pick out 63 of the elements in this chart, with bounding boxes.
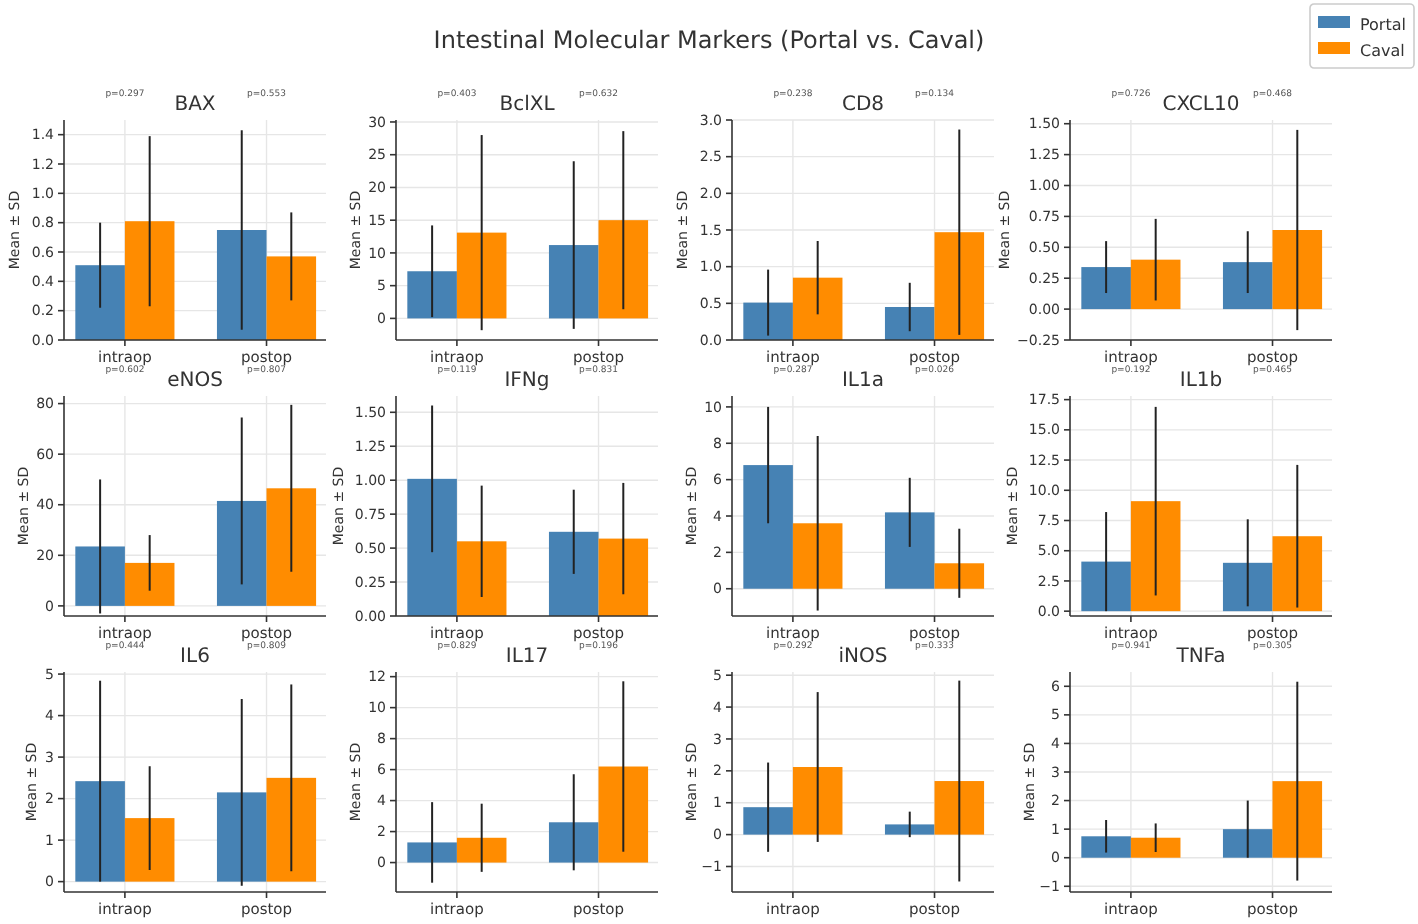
bar	[884, 307, 935, 340]
bar	[266, 256, 317, 340]
bar	[884, 824, 935, 835]
chart-title: IFNg	[504, 370, 550, 392]
bar	[792, 767, 843, 835]
bar	[548, 245, 599, 319]
bar	[75, 546, 125, 606]
bar	[266, 777, 317, 882]
chart-title: IL1b	[1179, 370, 1223, 392]
bar	[934, 781, 985, 835]
bar	[124, 562, 175, 606]
bar	[792, 277, 843, 340]
legend-label: Caval	[1360, 42, 1405, 60]
bar	[743, 807, 793, 835]
chart-title: eNOS	[167, 370, 223, 392]
chart-title: TNFa	[1174, 646, 1226, 668]
bar	[456, 541, 507, 616]
bar	[548, 822, 599, 863]
bar	[456, 837, 507, 863]
bar	[1081, 267, 1131, 310]
chart-title: CD8	[841, 94, 885, 116]
chart-title: IL6	[180, 646, 210, 668]
bar	[1222, 262, 1273, 310]
bar	[124, 221, 175, 340]
bar	[266, 488, 317, 606]
bar	[1130, 501, 1181, 612]
chart-title: CXCL10	[1162, 94, 1240, 116]
bar	[598, 766, 649, 863]
chart-title: IL1a	[841, 370, 885, 392]
legend-label: Portal	[1360, 16, 1406, 34]
bar	[216, 230, 267, 340]
chart-title: BAX	[174, 94, 216, 116]
bar	[792, 523, 843, 589]
chart-title: iNOS	[838, 646, 888, 668]
bar	[216, 500, 267, 606]
bar	[743, 302, 793, 340]
bar	[934, 232, 985, 340]
text: Intestinal Molecular Markers (Portal vs. Caval)	[433, 26, 985, 54]
bar	[1081, 561, 1131, 612]
bar	[407, 842, 457, 863]
bar	[1130, 837, 1181, 858]
chart-title: BclXL	[499, 94, 556, 116]
bar	[1222, 562, 1273, 612]
bar	[743, 465, 793, 589]
bar	[1130, 259, 1181, 310]
bar	[1081, 836, 1131, 858]
bar	[456, 232, 507, 319]
bar	[1272, 536, 1323, 612]
bar	[407, 271, 457, 319]
bar	[598, 220, 649, 319]
bar	[75, 781, 125, 882]
bar	[598, 538, 649, 616]
bar	[75, 265, 125, 340]
bar	[124, 818, 175, 882]
chart-title: IL17	[505, 646, 549, 668]
bar	[1272, 230, 1323, 310]
bar	[407, 478, 457, 616]
bar	[1272, 781, 1323, 858]
bar	[216, 792, 267, 882]
bar	[884, 512, 935, 589]
bar	[548, 531, 599, 616]
bar	[1222, 829, 1273, 858]
bar	[934, 563, 985, 589]
